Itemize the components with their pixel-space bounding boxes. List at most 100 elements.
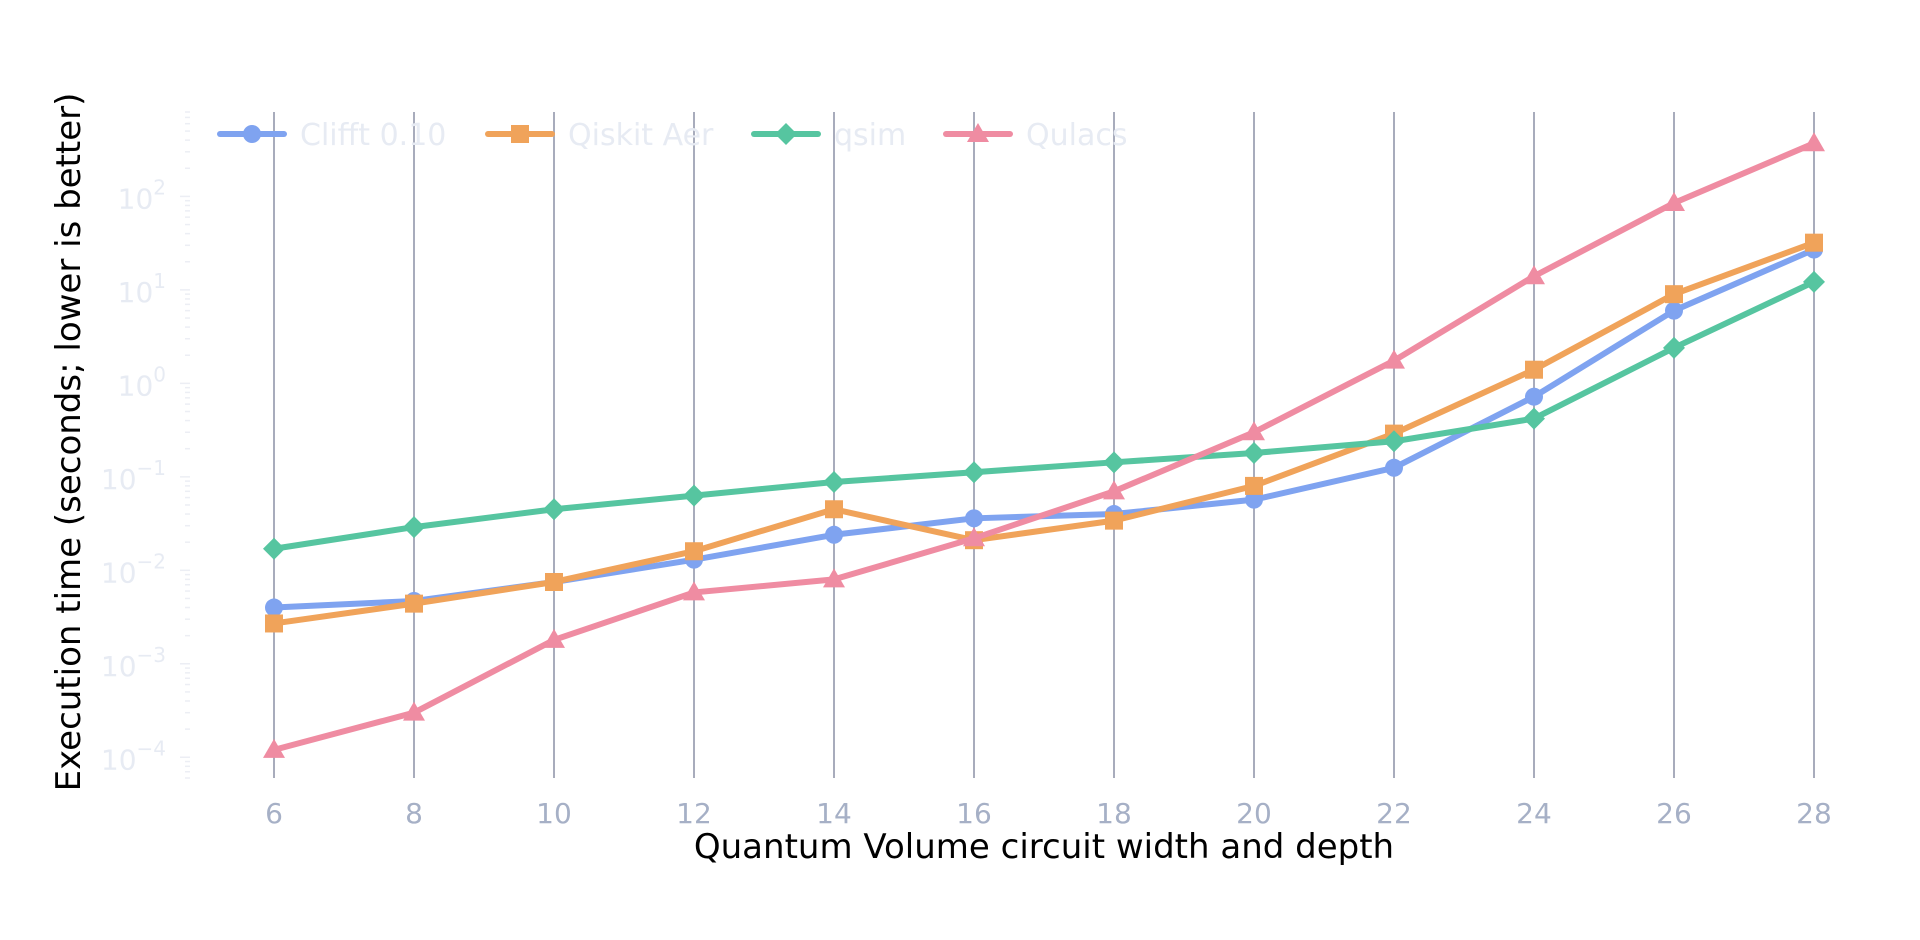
data-point-qsim (1243, 441, 1265, 464)
x-axis-title: Quantum Volume circuit width and depth (694, 827, 1394, 867)
x-tick-label: 12 (676, 797, 712, 830)
legend-label: Qulacs (1026, 118, 1127, 153)
legend-label: qsim (834, 118, 906, 153)
data-point-qulacs (1383, 349, 1405, 369)
data-point-qulacs (1523, 265, 1545, 285)
y-tick-label: 10−1 (101, 456, 166, 496)
data-point-qsim (963, 461, 985, 484)
data-point-qiskit-aer (685, 542, 703, 561)
data-point-clifft-0-10 (1245, 490, 1263, 509)
y-tick-exponent: −3 (137, 643, 166, 667)
y-tick-exponent: −4 (137, 736, 166, 760)
series-clifft-0-10 (265, 240, 1823, 617)
series-qsim (263, 270, 1825, 560)
data-point-clifft-0-10 (1665, 301, 1683, 320)
y-tick-base: 10 (118, 369, 154, 402)
y-tick-label: 10−2 (101, 549, 166, 589)
x-tick-label: 16 (956, 797, 992, 830)
data-point-qulacs (1243, 421, 1265, 441)
data-point-qiskit-aer (825, 500, 843, 519)
x-axis-ticks: 6 8 10 12 14 16 18 20 22 24 26 28 (265, 797, 1832, 830)
legend-marker (243, 125, 261, 143)
data-point-qsim (543, 498, 565, 521)
y-tick-exponent: 0 (153, 362, 166, 386)
data-point-qiskit-aer (1105, 511, 1123, 530)
y-tick-base: 10 (101, 743, 137, 776)
data-point-qiskit-aer (545, 572, 563, 591)
data-point-qulacs (1103, 480, 1125, 500)
x-tick-label: 22 (1376, 797, 1412, 830)
legend-label: Qiskit Aer (568, 118, 714, 153)
grid-layer (273, 112, 1815, 778)
data-point-qulacs (823, 568, 845, 588)
y-minor-ticks (180, 111, 190, 779)
data-point-qsim (823, 471, 845, 494)
legend-item-qiskit-aer: Qiskit Aer (485, 118, 714, 153)
x-tick-label: 28 (1796, 797, 1832, 830)
x-tick-label: 8 (405, 797, 423, 830)
y-tick-base: 10 (118, 182, 154, 215)
data-point-qiskit-aer (1525, 360, 1543, 379)
data-point-qsim (1803, 270, 1825, 293)
y-tick-exponent: 1 (153, 269, 166, 293)
series-line-qsim (271, 278, 1817, 552)
y-tick-label: 100 (118, 362, 166, 402)
x-tick-label: 10 (536, 797, 572, 830)
series-line-qiskit-aer (271, 239, 1817, 627)
data-point-qsim (1663, 336, 1685, 359)
data-point-qsim (263, 537, 285, 560)
series-qulacs (263, 132, 1825, 758)
y-tick-label: 10−4 (101, 736, 166, 776)
y-tick-base: 10 (101, 556, 137, 589)
data-point-clifft-0-10 (965, 509, 983, 528)
y-tick-base: 10 (101, 650, 137, 683)
data-point-clifft-0-10 (1525, 387, 1543, 406)
data-point-qsim (1523, 407, 1545, 430)
y-axis-title: Execution time (seconds; lower is better… (49, 93, 89, 792)
data-point-qiskit-aer (1245, 476, 1263, 495)
data-point-qiskit-aer (405, 594, 423, 613)
legend-item-qulacs: Qulacs (943, 118, 1127, 153)
x-tick-label: 24 (1516, 797, 1552, 830)
y-tick-label: 10−3 (101, 643, 166, 683)
data-point-qiskit-aer (1665, 285, 1683, 304)
y-tick-exponent: −1 (137, 456, 166, 480)
data-point-clifft-0-10 (825, 525, 843, 544)
data-point-qulacs (263, 738, 285, 758)
y-tick-base: 10 (101, 463, 137, 496)
y-tick-label: 101 (118, 269, 166, 309)
series-line-qulacs (271, 140, 1817, 753)
legend-item-clifft-0-10: Clifft 0.10 (217, 118, 446, 153)
data-point-qsim (403, 516, 425, 539)
legend: Clifft 0.10 Qiskit Aer qsim Qulacs (217, 118, 1127, 153)
y-tick-exponent: −2 (137, 549, 166, 573)
y-tick-label: 102 (118, 175, 166, 215)
x-tick-label: 6 (265, 797, 283, 830)
data-point-qulacs (543, 628, 565, 648)
legend-item-qsim: qsim (751, 118, 906, 153)
y-tick-base: 10 (118, 276, 154, 309)
data-point-clifft-0-10 (265, 598, 283, 617)
data-point-qsim (683, 484, 705, 507)
data-point-qsim (1103, 451, 1125, 474)
data-point-qulacs (1803, 132, 1825, 152)
data-point-qiskit-aer (1805, 233, 1823, 252)
series-qiskit-aer (265, 233, 1823, 633)
legend-marker (967, 123, 989, 142)
series-line-clifft-0-10 (271, 246, 1817, 611)
data-point-qsim (1383, 430, 1405, 453)
legend-marker (775, 123, 797, 145)
x-tick-label: 26 (1656, 797, 1692, 830)
series-layer (263, 132, 1825, 758)
data-point-qulacs (1663, 192, 1685, 212)
legend-marker (511, 125, 529, 143)
data-point-qiskit-aer (265, 614, 283, 633)
data-point-qulacs (963, 527, 985, 547)
legend-label: Clifft 0.10 (300, 118, 446, 153)
data-point-qulacs (403, 701, 425, 721)
x-tick-label: 18 (1096, 797, 1132, 830)
x-tick-label: 14 (816, 797, 852, 830)
